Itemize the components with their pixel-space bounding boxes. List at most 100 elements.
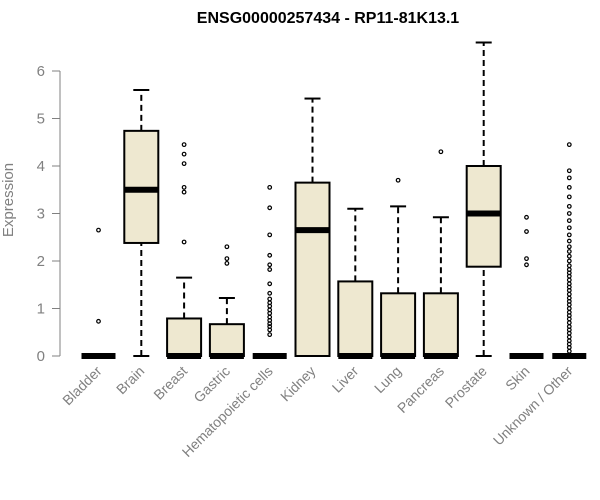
outlier-point <box>267 296 273 302</box>
x-tick-label: Unknown / Other <box>490 363 576 449</box>
x-tick-label: Pancreas <box>394 363 447 416</box>
x-tick-label: Kidney <box>277 363 319 405</box>
box-group <box>208 244 245 359</box>
box-group <box>422 149 459 359</box>
box-iqr <box>294 181 331 357</box>
outlier-point <box>96 318 101 324</box>
outlier-point <box>566 306 572 311</box>
outlier-point <box>566 175 572 181</box>
outlier-point <box>566 258 572 264</box>
outlier-point <box>267 281 273 287</box>
outlier-point <box>96 227 101 233</box>
box-group <box>123 89 160 357</box>
outlier-point <box>566 244 572 250</box>
y-tick-label: 2 <box>37 253 45 270</box>
x-tick-label: Skin <box>502 363 533 394</box>
box-iqr <box>208 323 245 357</box>
outlier-point <box>181 142 187 148</box>
outlier-point <box>224 256 230 262</box>
outlier-point <box>438 149 444 155</box>
outlier-point <box>566 324 572 329</box>
y-axis-title: Expression <box>0 163 17 237</box>
box-group <box>337 207 374 359</box>
outlier-point <box>566 203 572 209</box>
outlier-point <box>566 277 572 283</box>
x-tick-label: Lung <box>371 363 404 396</box>
outlier-point <box>267 314 273 320</box>
box-iqr <box>337 280 374 357</box>
x-tick-label: Breast <box>150 363 190 403</box>
box-iqr <box>380 292 417 357</box>
outlier-point <box>267 267 273 272</box>
outlier-point <box>566 291 572 297</box>
box-iqr <box>422 292 459 357</box>
outlier-point <box>566 218 572 224</box>
outlier-point <box>267 232 273 238</box>
outlier-point <box>181 239 187 245</box>
x-tick-label: Prostate <box>442 363 490 411</box>
outlier-point <box>181 189 187 195</box>
outlier-point <box>566 238 572 244</box>
outlier-point <box>566 320 572 326</box>
box-group <box>294 97 331 357</box>
boxes <box>81 41 587 359</box>
chart-title: ENSG00000257434 - RP11-81K13.1 <box>197 10 460 27</box>
outlier-point <box>267 300 273 306</box>
y-tick-label: 5 <box>37 111 45 128</box>
x-tick-label: Gastric <box>190 363 233 406</box>
outlier-point <box>566 184 572 190</box>
box-group <box>465 41 502 357</box>
outlier-point <box>566 232 572 238</box>
outlier-point <box>524 229 529 234</box>
box-group <box>552 142 587 359</box>
outlier-point <box>524 256 529 262</box>
y-ticks: 0 1 2 3 4 5 6 <box>37 63 60 365</box>
box-group <box>509 214 544 359</box>
outlier-point <box>524 214 529 220</box>
outlier-point <box>566 281 572 287</box>
box-group <box>166 142 203 359</box>
outlier-point <box>566 338 572 344</box>
outlier-point <box>566 267 572 272</box>
y-tick-label: 4 <box>37 158 45 175</box>
outlier-point <box>566 309 572 315</box>
y-tick-label: 1 <box>37 301 45 318</box>
outlier-point <box>181 184 187 190</box>
outlier-point <box>267 262 273 268</box>
outlier-point <box>267 307 273 313</box>
box-group <box>380 177 417 359</box>
outlier-point <box>267 324 273 329</box>
outlier-point <box>566 225 572 231</box>
y-tick-label: 0 <box>37 348 45 365</box>
outlier-point <box>224 260 230 266</box>
x-tick-label: Liver <box>329 363 362 396</box>
outlier-point <box>524 262 529 268</box>
outlier-point <box>267 205 273 211</box>
outlier-point <box>224 244 230 250</box>
outlier-point <box>181 161 187 167</box>
box-group <box>252 184 287 359</box>
outlier-point <box>566 168 572 174</box>
box-group <box>81 227 116 359</box>
outlier-point <box>566 249 572 254</box>
outlier-point <box>267 290 273 296</box>
outlier-point <box>566 348 572 354</box>
outlier-point <box>566 142 572 148</box>
outlier-point <box>566 263 572 269</box>
outlier-point <box>566 334 572 340</box>
outlier-point <box>395 177 401 183</box>
outlier-point <box>566 211 572 216</box>
outlier-point <box>181 151 187 157</box>
outlier-point <box>566 194 572 200</box>
outlier-point <box>566 253 572 259</box>
outlier-point <box>267 252 273 258</box>
x-tick-label: Bladder <box>59 363 105 409</box>
outlier-point <box>267 332 273 338</box>
y-tick-label: 6 <box>37 63 45 80</box>
box-iqr <box>166 317 203 358</box>
outlier-point <box>267 184 273 190</box>
outlier-point <box>566 295 572 301</box>
y-tick-label: 3 <box>37 206 45 223</box>
